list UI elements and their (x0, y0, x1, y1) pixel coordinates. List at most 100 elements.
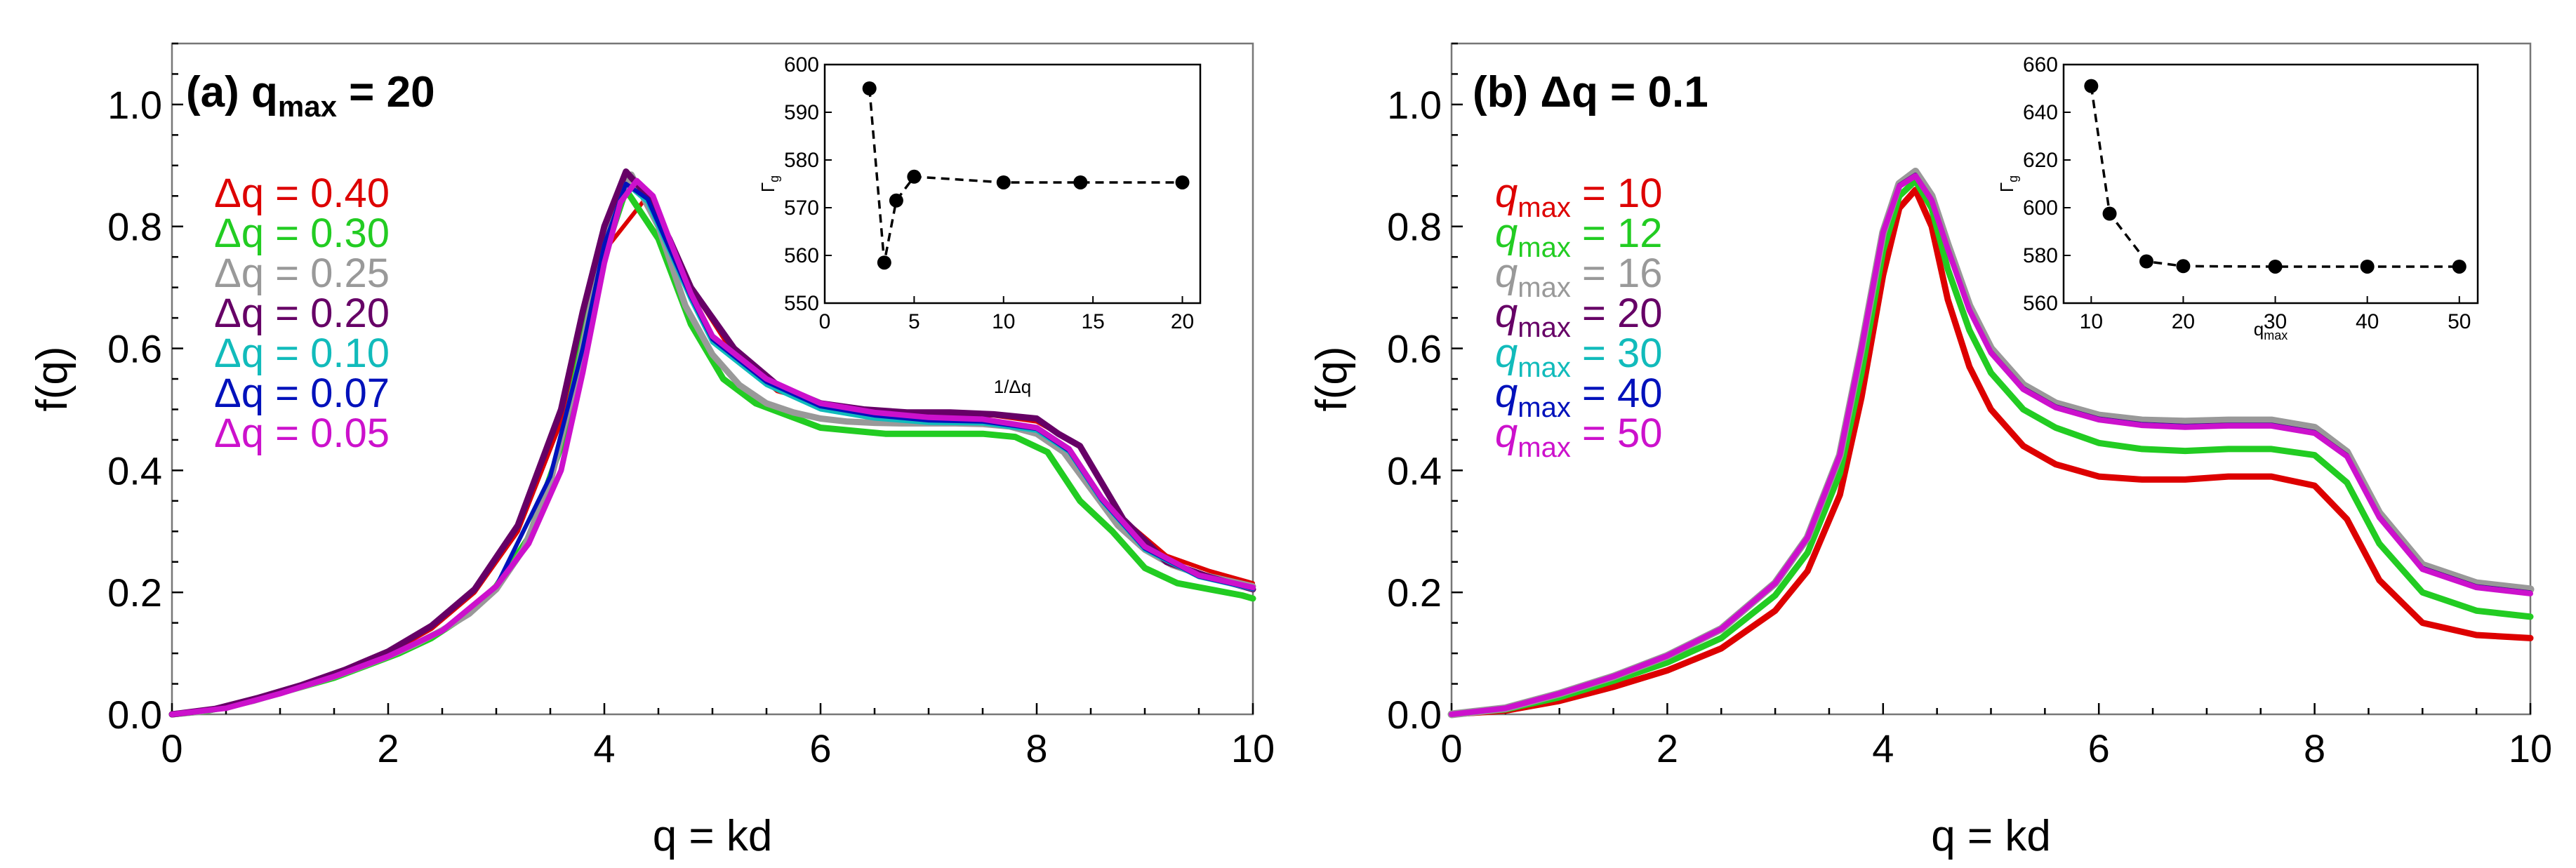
x-tick-label: 2 (1657, 726, 1678, 770)
legend-entry-4: qmax = 20 (1495, 291, 1662, 343)
inset-data-point (2084, 79, 2099, 93)
panel-title-sub: max (278, 90, 338, 123)
y-tick-label: 0.8 (107, 205, 162, 249)
x-tick-label: 4 (593, 726, 615, 770)
inset-x-tick-label: 40 (2356, 310, 2379, 333)
inset-y-tick-label: 620 (2023, 149, 2058, 172)
x-tick-label: 2 (377, 726, 399, 770)
legend-entry-1: qmax = 10 (1495, 171, 1662, 223)
legend-entry-5: Δq = 0.10 (214, 330, 390, 376)
inset-y-tick-label: 570 (784, 196, 819, 220)
series-line-7 (169, 178, 1256, 717)
legend-symbol: Δq (214, 370, 264, 416)
inset-y-tick-label: 600 (2023, 196, 2058, 220)
legend-subscript: max (1518, 272, 1571, 303)
legend-value: = 10 (1571, 171, 1663, 216)
inset-y-tick-label: 550 (784, 292, 819, 315)
legend-value: = 0.30 (264, 211, 390, 256)
inset-data-point (862, 81, 877, 95)
legend-value: = 0.40 (264, 171, 390, 216)
inset-x-label-sub: max (2264, 328, 2288, 342)
inset-x-tick-label: 20 (2172, 310, 2195, 333)
y-tick-label: 0.4 (107, 448, 162, 493)
inset-y-tick-label: 560 (784, 244, 819, 267)
inset-x-axis-label: qmax (2254, 319, 2288, 342)
legend-entry-2: Δq = 0.30 (214, 211, 390, 256)
x-tick-label: 6 (809, 726, 831, 770)
legend-value: = 40 (1571, 370, 1663, 416)
legend-value: = 0.10 (264, 330, 390, 376)
inset-x-tick-label: 15 (1081, 310, 1104, 333)
x-axis-label: q = kd (1931, 812, 2051, 860)
inset-y-tick-label: 590 (784, 101, 819, 124)
legend-entry-2: qmax = 12 (1495, 211, 1662, 263)
inset-data-point (2102, 206, 2117, 221)
legend-subscript: max (1518, 392, 1571, 423)
inset-data-point (889, 193, 903, 208)
y-tick-label: 0.2 (1387, 570, 1442, 615)
x-tick-label: 8 (2304, 726, 2325, 770)
inset-data-point (996, 175, 1011, 189)
inset-x-axis-label: 1/Δq (994, 376, 1032, 397)
panel-b: 0 2 4 6 8 10 0.0 0.2 0.4 0.6 0.8 1.0 q = kd f(q) (b) Δ… (1308, 42, 2552, 860)
inset-y-axis-label: Γg (757, 175, 781, 192)
inset-y-label-main: Γ (757, 182, 778, 192)
inset-y-tick-label: 580 (784, 149, 819, 172)
inset-y-tick-label: 640 (2023, 101, 2058, 124)
legend-entry-1: Δq = 0.40 (214, 171, 390, 216)
inset-x-tick-label: 10 (992, 310, 1015, 333)
inset-x-tick-label: 0 (819, 310, 831, 333)
inset-x-label-main: 1/Δq (994, 376, 1032, 397)
inset-data-point (2360, 259, 2375, 274)
inset-y-tick-label: 580 (2023, 244, 2058, 267)
legend-symbol: Δq (214, 211, 264, 256)
inset-data-point (2452, 259, 2467, 274)
inset-data-point (907, 169, 922, 184)
y-tick-label: 0.4 (1387, 448, 1442, 493)
legend-symbol: q (1495, 291, 1518, 336)
series-line-2 (1448, 178, 2534, 718)
legend-entry-3: qmax = 16 (1495, 251, 1662, 303)
legend-symbol: q (1495, 410, 1518, 456)
legend-subscript: max (1518, 192, 1571, 223)
x-tick-label: 6 (2088, 726, 2110, 770)
legend-value: = 0.20 (264, 291, 390, 336)
inset-y-label-sub: g (2006, 175, 2020, 182)
inset-y-axis-label: Γg (1996, 175, 2020, 192)
x-tick-label: 10 (2509, 726, 2552, 770)
inset-y-label-sub: g (767, 175, 781, 182)
y-tick-label: 0.2 (107, 570, 162, 615)
legend-value: = 16 (1571, 251, 1663, 296)
y-tick-label: 1.0 (107, 83, 162, 127)
legend-value: = 0.07 (264, 370, 390, 416)
inset-x-tick-label: 5 (908, 310, 920, 333)
legend-value: = 12 (1571, 211, 1663, 256)
legend-value: = 30 (1571, 330, 1663, 376)
x-axis-label: q = kd (653, 812, 773, 860)
legend-subscript: max (1518, 432, 1571, 463)
y-tick-label: 0.0 (107, 693, 162, 737)
panel-title-main: (b) Δq = 0.1 (1473, 68, 1708, 116)
y-tick-label: 0.8 (1387, 205, 1442, 249)
legend-symbol: Δq (214, 171, 264, 216)
legend-symbol: q (1495, 251, 1518, 296)
legend-symbol: Δq (214, 251, 264, 296)
y-axis-label: f(q) (1308, 347, 1356, 412)
legend-entry-5: qmax = 30 (1495, 330, 1662, 383)
legend-entry-3: Δq = 0.25 (214, 251, 390, 296)
x-tick-label: 0 (161, 726, 182, 770)
panel-a: 0 2 4 6 8 10 0.0 0.2 0.4 0.6 0.8 1.0 q = kd f(q) (a) q… (28, 42, 1275, 860)
y-tick-label: 0.6 (107, 327, 162, 371)
panel-title: (a) qmax = 20 (186, 68, 435, 123)
x-tick-label: 8 (1025, 726, 1047, 770)
legend-entry-7: Δq = 0.05 (214, 410, 390, 456)
y-tick-label: 0.6 (1387, 327, 1442, 371)
legend-symbol: Δq (214, 410, 264, 456)
legend-symbol: q (1495, 211, 1518, 256)
legend-symbol: q (1495, 171, 1518, 216)
x-tick-label: 0 (1440, 726, 1462, 770)
legend-value: = 20 (1571, 291, 1663, 336)
inset-x-tick-label: 10 (2080, 310, 2103, 333)
legend-value: = 0.05 (264, 410, 390, 456)
